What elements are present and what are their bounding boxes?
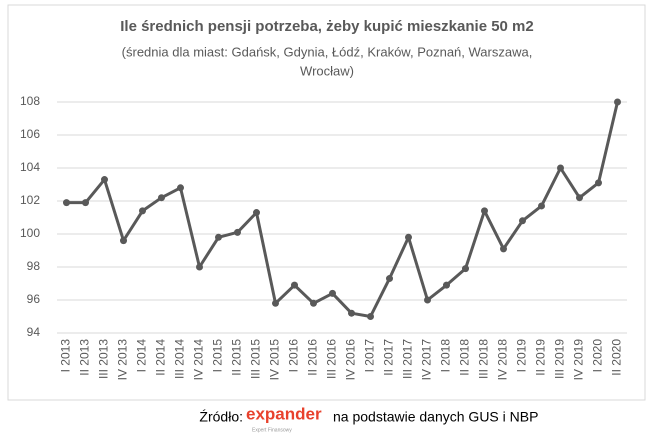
x-tick-label: II 2020 <box>610 339 624 376</box>
data-point <box>139 207 146 215</box>
source-suffix: na podstawie danych GUS i NBP <box>333 409 538 425</box>
data-point <box>595 179 602 187</box>
x-tick-label: III 2014 <box>173 339 187 379</box>
x-tick-label: IV 2014 <box>192 339 206 381</box>
x-tick-label: III 2018 <box>477 339 491 379</box>
x-tick-label: III 2017 <box>401 339 415 379</box>
data-point <box>462 265 469 273</box>
data-point <box>329 289 336 297</box>
data-point <box>82 199 89 207</box>
x-tick-label: I 2013 <box>59 339 73 373</box>
data-point <box>253 209 260 217</box>
data-point <box>614 98 621 106</box>
y-tick-label: 108 <box>20 94 40 108</box>
x-tick-label: II 2015 <box>230 339 244 376</box>
data-point <box>481 207 488 215</box>
x-tick-label: II 2018 <box>458 339 472 376</box>
data-point <box>291 281 298 289</box>
x-tick-label: IV 2016 <box>344 339 358 381</box>
x-tick-label: I 2018 <box>439 339 453 373</box>
x-tick-label: IV 2018 <box>496 339 510 381</box>
x-tick-label: I 2020 <box>591 339 605 373</box>
data-point <box>310 299 317 307</box>
chart-subtitle: Wrocław) <box>300 63 354 78</box>
data-point <box>196 263 203 271</box>
x-tick-label: II 2017 <box>382 339 396 376</box>
x-tick-label: I 2019 <box>515 339 529 373</box>
x-tick-label: III 2015 <box>249 339 263 379</box>
y-tick-label: 96 <box>27 292 41 306</box>
data-point <box>576 194 583 202</box>
y-tick-label: 102 <box>20 193 40 207</box>
x-tick-label: IV 2013 <box>116 339 130 381</box>
y-tick-label: 100 <box>20 226 40 240</box>
data-point <box>348 309 355 317</box>
y-tick-label: 106 <box>20 127 40 141</box>
data-point <box>405 233 412 241</box>
data-point <box>63 199 70 207</box>
x-tick-label: I 2014 <box>135 339 149 373</box>
data-point <box>538 202 545 210</box>
x-tick-label: IV 2019 <box>572 339 586 381</box>
x-tick-label: II 2013 <box>78 339 92 376</box>
data-point <box>272 299 279 307</box>
data-point <box>443 281 450 289</box>
data-point <box>177 184 184 192</box>
chart-title: Ile średnich pensji potrzeba, żeby kupić… <box>120 18 534 35</box>
data-point <box>158 194 165 202</box>
data-point <box>367 313 374 320</box>
data-point <box>424 296 431 304</box>
y-tick-label: 94 <box>27 325 41 339</box>
x-tick-label: IV 2015 <box>268 339 282 381</box>
data-point <box>101 176 108 184</box>
y-tick-label: 98 <box>27 259 41 273</box>
chart-subtitle: (średnia dla miast: Gdańsk, Gdynia, Łódź… <box>122 44 533 59</box>
x-tick-label: III 2013 <box>97 339 111 379</box>
x-tick-label: IV 2017 <box>420 339 434 381</box>
data-point <box>557 164 564 172</box>
data-point <box>500 245 507 253</box>
chart-frame <box>7 4 646 401</box>
x-tick-label: II 2019 <box>534 339 548 376</box>
x-tick-label: III 2019 <box>553 339 567 379</box>
x-tick-label: I 2016 <box>287 339 301 373</box>
data-point <box>386 275 393 283</box>
x-tick-label: II 2016 <box>306 339 320 376</box>
x-tick-label: I 2015 <box>211 339 225 373</box>
data-point <box>519 217 526 225</box>
x-tick-label: II 2014 <box>154 339 168 376</box>
source-prefix: Źródło: <box>199 409 243 425</box>
source-logo: expander <box>246 404 322 423</box>
data-point <box>234 228 241 236</box>
x-tick-label: I 2017 <box>363 339 377 373</box>
y-tick-label: 104 <box>20 160 40 174</box>
data-point <box>120 237 127 245</box>
source-logo-tagline: Expert Finansowy <box>252 427 292 433</box>
x-tick-label: III 2016 <box>325 339 339 379</box>
data-line <box>66 101 619 318</box>
data-point <box>215 233 222 241</box>
